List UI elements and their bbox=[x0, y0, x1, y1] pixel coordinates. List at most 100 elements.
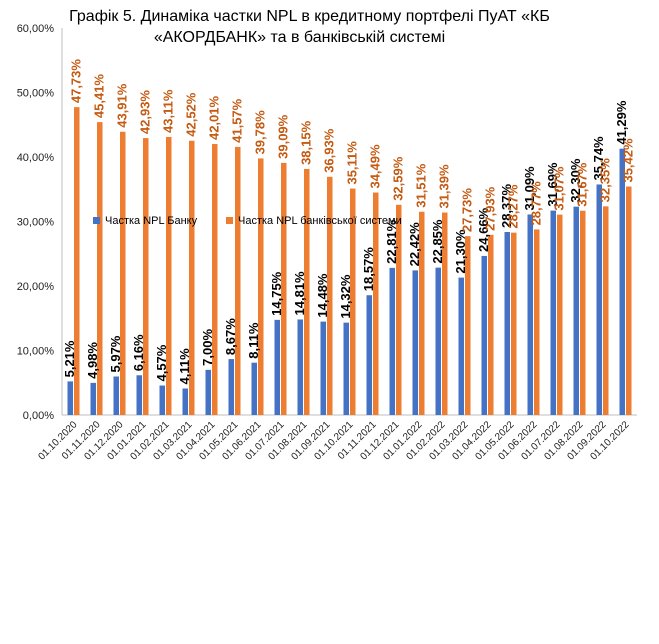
bar-system bbox=[189, 140, 195, 415]
data-label-bank: 14,81% bbox=[292, 271, 307, 316]
bar-system bbox=[120, 131, 126, 415]
bar-system bbox=[350, 188, 356, 415]
data-label-system: 47,73% bbox=[69, 59, 84, 104]
bar-system bbox=[419, 211, 425, 415]
data-label-bank: 14,48% bbox=[315, 273, 330, 318]
data-label-bank: 24,66% bbox=[476, 207, 491, 252]
chart-title-line-1: Графік 5. Динаміка частки NPL в кредитно… bbox=[69, 8, 550, 25]
bar-bank bbox=[205, 369, 211, 415]
bar-bank bbox=[504, 232, 510, 415]
bar-bank bbox=[343, 322, 349, 415]
bar-system bbox=[442, 212, 448, 415]
legend-swatch-bank bbox=[93, 217, 100, 224]
bar-system bbox=[603, 206, 609, 415]
bar-system bbox=[212, 144, 218, 415]
bar-bank bbox=[228, 359, 234, 415]
bar-system bbox=[143, 138, 149, 415]
data-label-bank: 8,67% bbox=[223, 318, 238, 355]
y-tick-label: 10,00% bbox=[17, 346, 55, 358]
data-label-bank: 22,42% bbox=[407, 222, 422, 267]
data-label-system: 43,11% bbox=[161, 89, 176, 133]
bar-bank bbox=[412, 270, 418, 415]
data-label-system: 32,35% bbox=[598, 158, 613, 203]
data-label-bank: 22,81% bbox=[384, 219, 399, 264]
data-label-system: 34,49% bbox=[368, 144, 383, 189]
data-label-bank: 5,21% bbox=[62, 340, 77, 377]
data-label-bank: 31,69% bbox=[545, 162, 560, 207]
bar-system bbox=[534, 229, 540, 415]
bar-system bbox=[396, 204, 402, 415]
y-tick-label: 60,00% bbox=[17, 23, 55, 35]
bar-bank bbox=[251, 362, 257, 415]
data-label-bank: 18,57% bbox=[361, 247, 376, 292]
data-label-system: 39,09% bbox=[276, 114, 291, 159]
bar-system bbox=[281, 162, 287, 415]
bar-bank bbox=[619, 148, 625, 415]
bar-bank bbox=[182, 388, 188, 415]
y-tick-label: 30,00% bbox=[17, 217, 55, 229]
chart-title-line-2: «АКОРДБАНК» та в банківській системі bbox=[153, 29, 446, 46]
bar-system bbox=[97, 122, 103, 415]
y-tick-label: 50,00% bbox=[17, 88, 55, 100]
data-label-system: 31,07% bbox=[552, 166, 567, 211]
bar-bank bbox=[297, 319, 303, 415]
data-label-system: 42,01% bbox=[207, 96, 222, 141]
bar-bank bbox=[136, 375, 142, 415]
data-label-bank: 14,75% bbox=[269, 271, 284, 316]
bar-bank bbox=[458, 277, 464, 415]
data-label-system: 45,41% bbox=[92, 74, 107, 119]
bar-system bbox=[166, 136, 172, 416]
bar-bank bbox=[550, 210, 556, 415]
data-label-system: 35,42% bbox=[621, 138, 636, 183]
bar-bank bbox=[435, 267, 441, 415]
bar-system bbox=[626, 186, 632, 415]
bar-system bbox=[488, 234, 494, 415]
data-label-system: 31,39% bbox=[437, 164, 452, 209]
data-label-bank: 8,11% bbox=[246, 322, 261, 359]
bar-bank bbox=[274, 319, 280, 415]
data-label-bank: 41,29% bbox=[614, 100, 629, 145]
data-label-system: 43,91% bbox=[115, 83, 130, 128]
bar-system bbox=[327, 176, 333, 415]
bar-bank bbox=[113, 376, 119, 415]
bar-bank bbox=[320, 321, 326, 415]
y-tick-label: 40,00% bbox=[17, 152, 55, 164]
bar-bank bbox=[159, 385, 165, 415]
data-label-bank: 14,32% bbox=[338, 274, 353, 319]
data-label-system: 31,51% bbox=[414, 163, 429, 208]
data-label-system: 39,78% bbox=[253, 110, 268, 155]
legend-swatch-system bbox=[226, 217, 233, 224]
data-label-system: 28,77% bbox=[529, 181, 544, 226]
data-label-system: 35,11% bbox=[345, 141, 360, 185]
data-label-system: 36,93% bbox=[322, 128, 337, 173]
data-label-system: 27,93% bbox=[483, 186, 498, 231]
y-tick-label: 0,00% bbox=[23, 410, 54, 422]
legend-label-bank: Частка NPL Банку bbox=[105, 215, 198, 227]
data-label-bank: 35,74% bbox=[591, 136, 606, 181]
bar-system bbox=[373, 192, 379, 415]
bar-system bbox=[511, 232, 517, 415]
bar-system bbox=[304, 168, 310, 415]
data-label-bank: 22,85% bbox=[430, 219, 445, 264]
bar-bank bbox=[573, 206, 579, 415]
data-label-bank: 32,30% bbox=[568, 158, 583, 203]
bar-bank bbox=[596, 184, 602, 415]
bar-system bbox=[465, 236, 471, 415]
bar-bank bbox=[389, 267, 395, 415]
bar-system bbox=[258, 158, 264, 415]
data-label-bank: 31,09% bbox=[522, 166, 537, 211]
data-label-system: 32,59% bbox=[391, 156, 406, 201]
data-label-system: 41,57% bbox=[230, 98, 245, 143]
bar-system bbox=[74, 107, 80, 415]
data-label-system: 31,67% bbox=[575, 162, 590, 207]
bar-bank bbox=[481, 255, 487, 415]
data-label-system: 42,93% bbox=[138, 90, 153, 135]
data-label-bank: 4,57% bbox=[154, 344, 169, 381]
data-label-system: 28,27% bbox=[506, 184, 521, 229]
data-label-system: 38,15% bbox=[299, 120, 314, 165]
bar-bank bbox=[90, 382, 96, 415]
bar-system bbox=[557, 214, 563, 415]
data-label-bank: 5,97% bbox=[108, 335, 123, 372]
